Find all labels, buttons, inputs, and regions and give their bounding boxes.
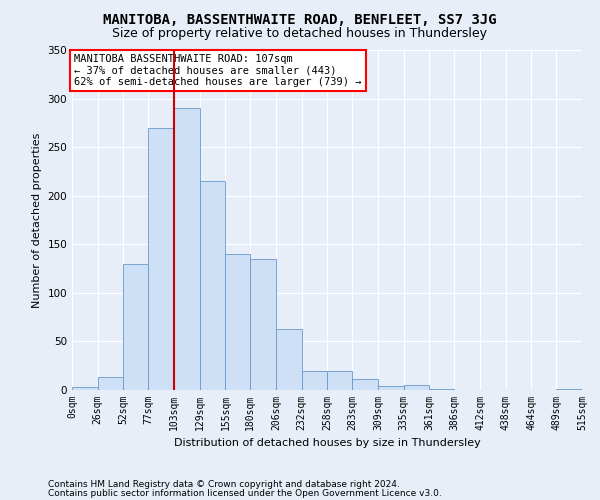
Text: Contains public sector information licensed under the Open Government Licence v3: Contains public sector information licen… xyxy=(48,489,442,498)
Bar xyxy=(226,254,250,390)
Text: MANITOBA BASSENTHWAITE ROAD: 107sqm
← 37% of detached houses are smaller (443)
6: MANITOBA BASSENTHWAITE ROAD: 107sqm ← 37… xyxy=(74,54,361,87)
Bar xyxy=(328,370,352,390)
Y-axis label: Number of detached properties: Number of detached properties xyxy=(32,132,42,308)
Bar xyxy=(148,128,174,390)
Bar xyxy=(302,370,328,390)
Bar xyxy=(352,380,378,390)
Bar xyxy=(98,378,124,390)
Bar xyxy=(378,386,404,390)
Bar xyxy=(72,387,98,390)
Bar xyxy=(556,389,582,390)
Bar xyxy=(174,108,200,390)
Bar xyxy=(276,329,302,390)
Text: Contains HM Land Registry data © Crown copyright and database right 2024.: Contains HM Land Registry data © Crown c… xyxy=(48,480,400,489)
Bar xyxy=(200,181,226,390)
Bar xyxy=(404,385,430,390)
Bar xyxy=(430,389,454,390)
X-axis label: Distribution of detached houses by size in Thundersley: Distribution of detached houses by size … xyxy=(173,438,481,448)
Bar xyxy=(124,264,148,390)
Text: Size of property relative to detached houses in Thundersley: Size of property relative to detached ho… xyxy=(113,28,487,40)
Bar xyxy=(250,259,276,390)
Text: MANITOBA, BASSENTHWAITE ROAD, BENFLEET, SS7 3JG: MANITOBA, BASSENTHWAITE ROAD, BENFLEET, … xyxy=(103,12,497,26)
